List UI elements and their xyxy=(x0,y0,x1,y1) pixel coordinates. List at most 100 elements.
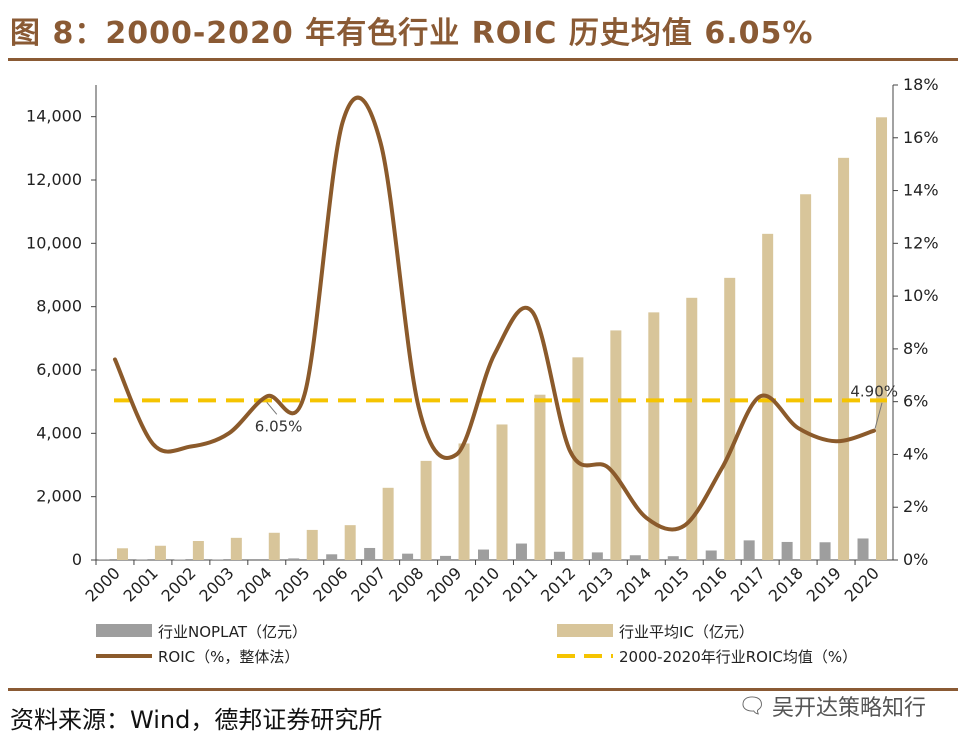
ic-bar xyxy=(306,529,318,560)
left-tick-label: 10,000 xyxy=(26,233,82,252)
legend-label: 2000-2020年行业ROIC均值（%） xyxy=(619,648,857,666)
source-note: 资料来源：Wind，德邦证券研究所 xyxy=(10,706,383,734)
top-divider xyxy=(8,58,958,61)
noplat-bar xyxy=(857,538,869,560)
wechat-icon: 🗨 xyxy=(738,693,766,719)
x-tick-label: 2018 xyxy=(765,563,807,605)
x-tick-label: 2019 xyxy=(803,563,845,605)
x-tick-label: 2014 xyxy=(613,563,655,605)
legend-label: 行业NOPLAT（亿元） xyxy=(158,623,307,641)
line-layer xyxy=(112,95,887,532)
roic-line xyxy=(112,95,877,532)
annotation-leader xyxy=(266,402,278,415)
ic-bar xyxy=(116,548,128,560)
noplat-bar xyxy=(402,553,414,560)
x-tick-label: 2009 xyxy=(423,563,465,605)
bars-layer xyxy=(98,117,888,561)
noplat-bar xyxy=(553,551,565,560)
right-tick-label: 4% xyxy=(903,444,928,463)
left-tick-label: 14,000 xyxy=(26,107,82,126)
x-tick-label: 2017 xyxy=(727,563,769,605)
x-tick-label: 2006 xyxy=(309,563,351,605)
right-tick-label: 0% xyxy=(903,550,928,569)
left-tick-label: 2,000 xyxy=(36,487,82,506)
noplat-bar xyxy=(781,541,793,560)
x-tick-label: 2001 xyxy=(120,563,162,605)
right-tick-label: 16% xyxy=(903,128,939,147)
left-tick-label: 0 xyxy=(72,550,82,569)
right-tick-label: 14% xyxy=(903,181,939,200)
noplat-bar xyxy=(326,554,338,560)
x-tick-label: 2004 xyxy=(233,563,275,605)
right-tick-label: 12% xyxy=(903,233,939,252)
bottom-divider xyxy=(8,688,958,691)
noplat-bar xyxy=(667,556,679,560)
ic-bar xyxy=(496,424,508,560)
ic-bar xyxy=(838,157,850,561)
noplat-bar xyxy=(819,542,831,560)
ic-bar xyxy=(648,312,660,560)
legend-swatch-ic xyxy=(557,624,613,637)
left-tick-label: 4,000 xyxy=(36,423,82,442)
x-tick-label: 2000 xyxy=(82,563,124,605)
x-tick-label: 2008 xyxy=(385,563,427,605)
left-tick-label: 12,000 xyxy=(26,170,82,189)
x-tick-label: 2020 xyxy=(841,563,883,605)
watermark: 🗨 吴开达策略知行 xyxy=(738,690,926,722)
ic-bar xyxy=(800,194,812,560)
x-tick-label: 2005 xyxy=(271,563,313,605)
noplat-bar xyxy=(364,547,376,560)
axes-layer: 0 2,000 4,000 6,000 8,000 10,000 12,000 14,000 0… xyxy=(26,75,939,606)
right-tick-label: 18% xyxy=(903,75,939,94)
noplat-bar xyxy=(629,555,641,560)
x-tick-label: 2016 xyxy=(689,563,731,605)
x-tick-label: 2007 xyxy=(347,563,389,605)
noplat-bar xyxy=(705,550,717,560)
legend-label: ROIC（%，整体法） xyxy=(158,648,299,666)
ic-bar xyxy=(344,525,356,560)
ic-bar xyxy=(420,460,432,560)
right-tick-label: 8% xyxy=(903,339,928,358)
ic-bar xyxy=(534,394,546,560)
right-tick-label: 6% xyxy=(903,392,928,411)
ic-bar xyxy=(382,487,394,560)
noplat-bar xyxy=(440,555,452,560)
x-tick-label: 2013 xyxy=(575,563,617,605)
ic-bar xyxy=(458,443,470,560)
annotation-leader xyxy=(874,402,883,429)
noplat-bar xyxy=(478,549,489,560)
ic-bar xyxy=(154,545,166,560)
annotation-layer: 6.05% 4.90% xyxy=(255,383,898,436)
ic-bar xyxy=(230,537,242,560)
annotation-last-label: 4.90% xyxy=(850,383,898,401)
right-tick-label: 2% xyxy=(903,497,928,516)
legend-label: 行业平均IC（亿元） xyxy=(619,623,754,641)
watermark-text: 吴开达策略知行 xyxy=(771,696,926,721)
ic-bar xyxy=(724,277,736,560)
noplat-bar xyxy=(515,543,527,560)
noplat-bar xyxy=(250,559,262,560)
legend-layer: 行业NOPLAT（亿元） 行业平均IC（亿元） ROIC（%，整体法） 2000-20… xyxy=(96,623,857,666)
noplat-bar xyxy=(743,540,755,560)
noplat-bar xyxy=(212,559,224,560)
x-tick-label: 2011 xyxy=(499,563,541,605)
ic-bar xyxy=(572,357,584,560)
ic-bar xyxy=(268,532,280,560)
legend-swatch-noplat xyxy=(96,624,152,637)
ic-bar xyxy=(192,541,204,560)
x-tick-label: 2002 xyxy=(157,563,199,605)
ic-bar xyxy=(686,297,698,560)
x-tick-label: 2010 xyxy=(461,563,503,605)
chart-title: 图 8：2000-2020 年有色行业 ROIC 历史均值 6.05% xyxy=(10,16,814,51)
left-tick-label: 8,000 xyxy=(36,297,82,316)
ic-bar xyxy=(876,117,888,561)
x-tick-label: 2003 xyxy=(195,563,237,605)
right-tick-label: 10% xyxy=(903,286,939,305)
annotation-avg-label: 6.05% xyxy=(255,417,303,435)
ic-bar xyxy=(610,330,622,560)
left-tick-label: 6,000 xyxy=(36,360,82,379)
noplat-bar xyxy=(288,558,300,560)
noplat-bar xyxy=(591,552,603,560)
x-tick-label: 2012 xyxy=(537,563,579,605)
